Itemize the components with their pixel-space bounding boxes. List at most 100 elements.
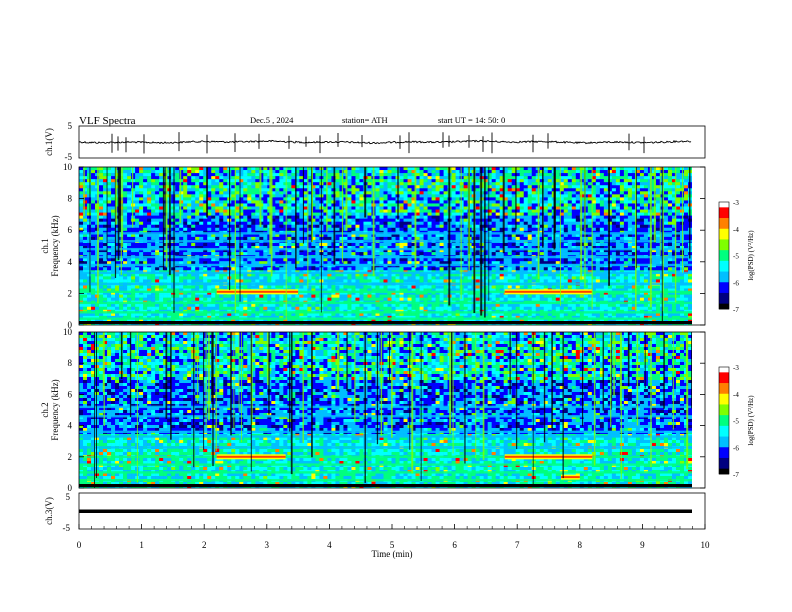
spectrogram-cell — [247, 167, 252, 171]
spectrogram-cell — [311, 233, 316, 238]
spectrogram-cell — [487, 261, 492, 265]
spectrogram-cell — [487, 200, 492, 204]
spectrogram-cell — [239, 179, 244, 183]
spectrogram-cell — [219, 185, 224, 189]
spectrogram-cell — [291, 242, 296, 247]
spectrogram-cell — [623, 200, 629, 204]
spectrogram-cell — [123, 212, 128, 216]
spectrogram-cell — [559, 236, 565, 241]
spectrogram-cell — [559, 249, 565, 253]
spectrogram-cell — [283, 176, 288, 180]
spectrogram-cell — [459, 167, 464, 171]
spectrogram-cell — [463, 221, 468, 226]
spectrogram-cell — [311, 215, 316, 219]
spectrogram-cell — [655, 236, 661, 241]
spectrogram-cell — [491, 209, 496, 213]
spectrogram-cell — [151, 242, 156, 247]
spectrogram-cell — [675, 179, 681, 183]
spectrogram-cell — [299, 227, 304, 232]
spectrogram-cell — [79, 167, 84, 171]
spectrogram-cell — [139, 179, 144, 183]
spectrogram-cell — [419, 261, 424, 265]
spectrogram-cell — [543, 197, 549, 201]
spectrogram-cell — [367, 233, 372, 238]
spectrogram-cell — [423, 215, 428, 219]
spectrogram-cell — [359, 191, 364, 195]
spectrogram-cell — [439, 236, 444, 241]
spectrogram-cell — [231, 236, 236, 241]
spectrogram-cell — [147, 218, 152, 222]
spectrogram-cell — [563, 224, 569, 229]
spectrogram-cell — [431, 218, 436, 222]
spectrogram-cell — [287, 227, 292, 232]
spectrogram-cell — [443, 242, 448, 247]
spectrogram-cell — [623, 236, 629, 241]
spectrogram-cell — [103, 212, 108, 216]
spectrogram-cell — [143, 176, 148, 180]
spectrogram-cell — [139, 206, 144, 210]
spectrogram-cell — [115, 246, 120, 250]
spectrogram-cell — [407, 242, 412, 247]
spectrogram-cell — [159, 167, 164, 171]
spectrogram-cell — [527, 236, 533, 241]
spectrogram-cell — [411, 176, 416, 180]
spectrogram-cell — [611, 200, 617, 204]
spectrogram-cell — [539, 182, 545, 186]
spectrogram-cell — [199, 209, 204, 213]
spectrogram-cell — [223, 246, 228, 250]
spectrogram-cell — [399, 206, 404, 210]
spectrogram-cell — [179, 206, 184, 210]
spectrogram-cell — [495, 170, 500, 174]
spectrogram-cell — [251, 261, 256, 265]
spectrogram-cell — [159, 246, 164, 250]
spectrogram-cell — [315, 233, 320, 238]
spectrogram-cell — [427, 203, 432, 207]
spectrogram-cell — [147, 258, 152, 262]
spectrogram-cell — [303, 188, 308, 192]
spectrogram-cell — [299, 179, 304, 183]
spectrogram-cell — [407, 203, 412, 207]
spectrogram-cell — [603, 179, 609, 183]
spectrogram-cell — [367, 227, 372, 232]
spectrogram-cell — [403, 200, 408, 204]
spectrogram-cell — [159, 227, 164, 232]
spectrogram-cell — [463, 182, 468, 186]
spectrogram-cell — [223, 252, 228, 256]
spectrogram-cell — [463, 185, 468, 189]
spectrogram-cell — [351, 227, 356, 232]
spectrogram-cell — [415, 242, 420, 247]
spectrogram-cell — [147, 176, 152, 180]
spectrogram-cell — [439, 194, 444, 198]
spectrogram-cell — [523, 221, 529, 226]
spectrogram-cell — [559, 188, 565, 192]
spectrogram-cell — [639, 197, 645, 201]
spectrogram-cell — [631, 242, 637, 247]
spectrogram-cell — [399, 173, 404, 177]
spectrogram-cell — [523, 203, 529, 207]
spectrogram-cell — [427, 258, 432, 262]
spectrogram-cell — [475, 173, 480, 177]
spectrogram-cell — [435, 258, 440, 262]
spectrogram-cell — [351, 221, 356, 226]
spectrogram-cell — [175, 200, 180, 204]
spectrogram-cell — [491, 212, 496, 216]
spectrogram-cell — [79, 209, 84, 213]
spectrogram-cell — [363, 246, 368, 250]
spectrogram-cell — [79, 242, 84, 247]
spectrogram-cell — [199, 215, 204, 219]
spectrogram-cell — [587, 261, 593, 265]
spectrogram-cell — [131, 261, 136, 265]
spectrogram-cell — [563, 246, 569, 250]
spectrogram-cell — [383, 221, 388, 226]
spectrogram-cell — [483, 233, 488, 238]
spectrogram-cell — [639, 252, 645, 256]
spectrogram-cell — [639, 218, 645, 222]
spectrogram-cell — [475, 188, 480, 192]
spectrogram-cell — [263, 173, 268, 177]
spectrogram-cell — [303, 194, 308, 198]
spectrogram-cell — [675, 182, 681, 186]
spectrogram-cell — [507, 197, 513, 201]
spectrogram-cell — [603, 224, 609, 229]
spectrogram-cell — [427, 185, 432, 189]
spectrogram-cell — [315, 221, 320, 226]
